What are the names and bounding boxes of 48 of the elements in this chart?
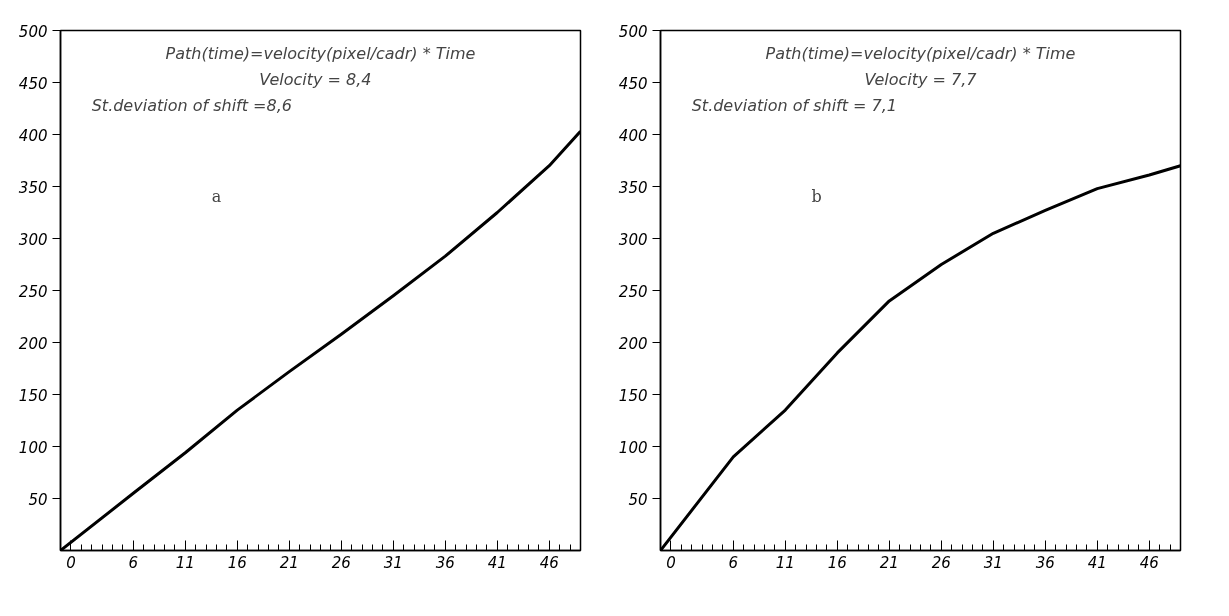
x-tick-label: 6 xyxy=(128,553,139,572)
x-tick-label: 0 xyxy=(666,553,676,572)
x-tick-label: 11 xyxy=(175,553,195,572)
x-tick-label: 31 xyxy=(383,553,403,572)
x-tick-label: 46 xyxy=(539,553,559,572)
x-tick-label: 36 xyxy=(435,553,455,572)
annotation: Path(time)=velocity(pixel/cadr) * Time xyxy=(165,43,476,63)
x-tick-label: 26 xyxy=(931,553,951,572)
x-tick-label: 46 xyxy=(1139,553,1159,572)
y-tick-label: 350 xyxy=(18,178,48,197)
x-tick-label: 0 xyxy=(66,553,76,572)
annotation: St.deviation of shift = 7,1 xyxy=(691,95,898,115)
x-tick-label: 16 xyxy=(827,553,847,572)
y-tick-label: 400 xyxy=(18,126,48,145)
x-tick-label: 26 xyxy=(331,553,351,572)
x-tick-label: 36 xyxy=(1035,553,1055,572)
annotation: Path(time)=velocity(pixel/cadr) * Time xyxy=(765,43,1076,63)
y-tick-label: 400 xyxy=(618,126,648,145)
y-tick-label: 200 xyxy=(18,334,48,353)
y-tick-label: 50 xyxy=(28,490,48,509)
x-tick-label: 41 xyxy=(487,553,507,572)
y-tick-label: 150 xyxy=(618,386,648,405)
y-tick-label: 500 xyxy=(618,22,648,41)
y-tick-label: 100 xyxy=(18,438,48,457)
y-tick-label: 250 xyxy=(18,282,48,301)
y-tick-label: 450 xyxy=(618,74,648,93)
annotation: b xyxy=(811,186,822,206)
x-tick-label: 6 xyxy=(728,553,739,572)
annotation: Velocity = 8,4 xyxy=(259,69,372,89)
x-tick-label: 11 xyxy=(775,553,795,572)
x-tick-label: 16 xyxy=(227,553,247,572)
annotation: Velocity = 7,7 xyxy=(864,69,978,89)
y-tick-label: 150 xyxy=(18,386,48,405)
x-tick-label: 31 xyxy=(983,553,1003,572)
y-tick-label: 300 xyxy=(618,230,648,249)
annotation: a xyxy=(211,186,222,206)
x-tick-label: 21 xyxy=(279,553,299,572)
y-tick-label: 200 xyxy=(618,334,648,353)
annotation: St.deviation of shift =8,6 xyxy=(91,95,292,115)
y-tick-label: 500 xyxy=(18,22,48,41)
x-tick-label: 41 xyxy=(1087,553,1107,572)
x-tick-label: 21 xyxy=(879,553,899,572)
y-tick-label: 350 xyxy=(618,178,648,197)
y-tick-label: 450 xyxy=(18,74,48,93)
y-tick-label: 250 xyxy=(618,282,648,301)
y-tick-label: 100 xyxy=(618,438,648,457)
y-tick-label: 300 xyxy=(18,230,48,249)
y-tick-label: 50 xyxy=(628,490,648,509)
